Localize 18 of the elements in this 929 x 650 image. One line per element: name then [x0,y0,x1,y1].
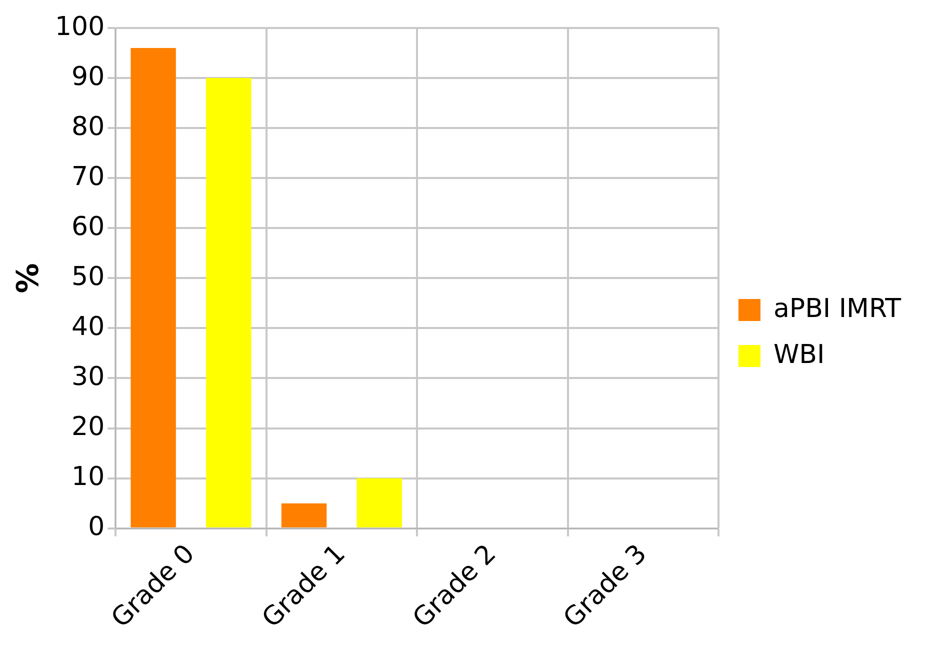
legend-label: aPBI IMRT [773,294,902,324]
y-tick-label: 80 [72,112,105,142]
y-tick-label: 100 [54,12,105,42]
y-tick-label: 30 [72,362,105,392]
y-tick-label: 60 [72,212,105,242]
y-tick-label: 20 [72,412,105,442]
y-tick-label: 40 [72,312,105,342]
bar [356,478,402,528]
bar [206,78,252,528]
y-tick-label: 90 [72,62,105,92]
bar [130,48,176,528]
legend-label: WBI [773,340,825,370]
y-tick-label: 10 [72,462,105,492]
y-axis-title: % [10,263,46,294]
y-tick-label: 50 [72,262,105,292]
bar [281,503,327,528]
y-tick-label: 0 [88,512,105,542]
y-tick-label: 70 [72,162,105,192]
